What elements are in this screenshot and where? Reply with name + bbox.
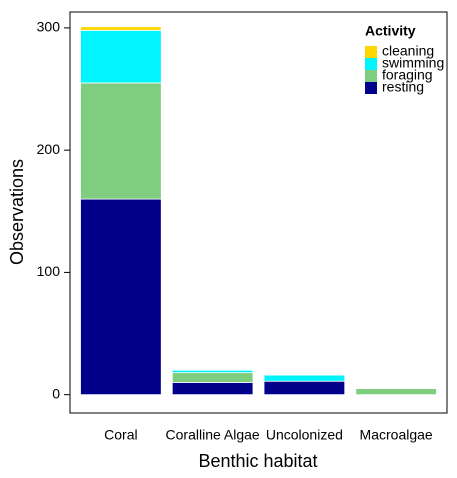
bar-segment bbox=[80, 29, 162, 84]
plot-frame bbox=[69, 11, 448, 414]
legend-swatch bbox=[365, 82, 377, 94]
bar-segment bbox=[171, 372, 254, 383]
legend-label: resting bbox=[382, 79, 424, 95]
legend-label: cleaning bbox=[382, 43, 434, 59]
bar-segment bbox=[171, 382, 254, 396]
bar-segment bbox=[263, 380, 346, 396]
y-axis-label: Observations bbox=[7, 159, 27, 265]
bar-segment bbox=[80, 26, 162, 31]
x-tick-label: Uncolonized bbox=[266, 427, 343, 443]
x-tick-label: Coralline Algae bbox=[166, 427, 260, 443]
x-tick-label: Coral bbox=[104, 427, 137, 443]
bar-segment bbox=[80, 198, 162, 396]
bar-segment bbox=[80, 82, 162, 200]
bar-segment bbox=[171, 369, 254, 374]
y-tick-label: 100 bbox=[37, 263, 61, 279]
legend-swatch bbox=[365, 58, 377, 70]
y-tick-label: 300 bbox=[37, 19, 61, 35]
legend-swatch bbox=[365, 46, 377, 58]
legend-label: swimming bbox=[382, 55, 444, 71]
bar-segment bbox=[263, 374, 346, 382]
legend-swatch bbox=[365, 70, 377, 82]
x-axis-label: Benthic habitat bbox=[198, 451, 317, 471]
x-tick-label: Macroalgae bbox=[360, 427, 433, 443]
legend-title: Activity bbox=[365, 23, 416, 39]
bar-segment bbox=[355, 388, 437, 396]
y-tick-label: 0 bbox=[52, 385, 60, 401]
legend-label: foraging bbox=[382, 67, 433, 83]
y-tick-label: 200 bbox=[37, 141, 61, 157]
